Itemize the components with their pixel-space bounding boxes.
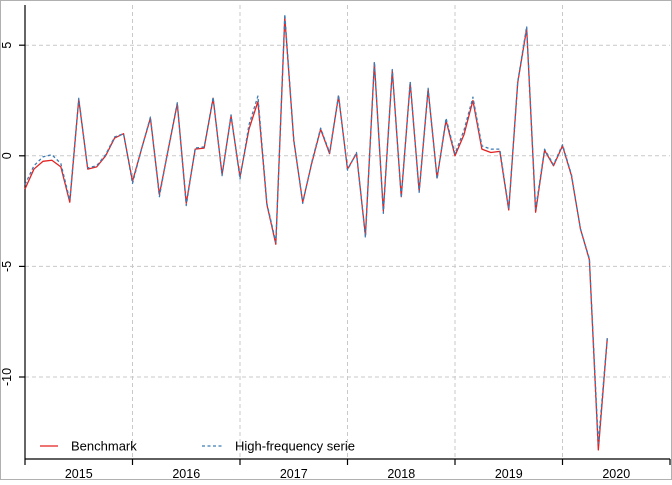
x-tick-label: 2016 — [172, 467, 200, 480]
legend-label-high-frequency: High-frequency serie — [235, 439, 355, 454]
y-tick-label: -5 — [0, 261, 14, 272]
x-tick-label: 2020 — [602, 467, 630, 480]
y-tick-label: 5 — [0, 42, 14, 49]
y-tick-label: 0 — [0, 152, 14, 159]
x-tick-label: 2015 — [65, 467, 93, 480]
legend-label-benchmark: Benchmark — [71, 439, 137, 454]
high-frequency-line — [24, 13, 608, 445]
x-tick-label: 2018 — [387, 467, 415, 480]
x-tick-label: 2019 — [495, 467, 523, 480]
y-tick-label: -10 — [0, 368, 14, 386]
x-tick-label: 2017 — [280, 467, 308, 480]
